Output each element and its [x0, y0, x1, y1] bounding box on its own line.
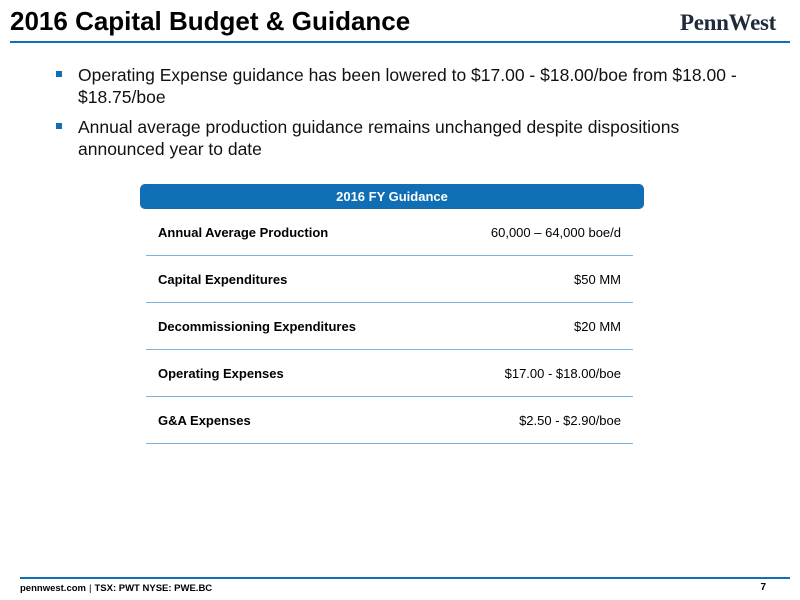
bullet-text: Operating Expense guidance has been lowe…	[78, 65, 737, 107]
table-row: G&A Expenses $2.50 - $2.90/boe	[146, 397, 633, 444]
footer-divider	[20, 577, 790, 579]
footer-separator: |	[89, 583, 92, 594]
guidance-table: 2016 FY Guidance Annual Average Producti…	[140, 184, 644, 444]
bullet-item: Operating Expense guidance has been lowe…	[52, 64, 752, 108]
footer-tickers: TSX: PWT NYSE: PWE.BC	[94, 583, 213, 594]
square-bullet-icon	[56, 71, 62, 77]
footer-info: pennwest.com | TSX: PWT NYSE: PWE.BC	[20, 583, 212, 594]
bullet-text: Annual average production guidance remai…	[78, 117, 680, 159]
table-row: Operating Expenses $17.00 - $18.00/boe	[146, 350, 633, 397]
row-value: $17.00 - $18.00/boe	[504, 365, 621, 381]
guidance-table-header: 2016 FY Guidance	[140, 184, 644, 209]
row-value: $2.50 - $2.90/boe	[519, 412, 621, 428]
row-label: Decommissioning Expenditures	[158, 318, 356, 334]
row-label: Capital Expenditures	[158, 271, 288, 287]
row-value: 60,000 – 64,000 boe/d	[490, 224, 621, 240]
row-label: Annual Average Production	[158, 224, 329, 240]
table-row: Capital Expenditures $50 MM	[146, 256, 633, 303]
square-bullet-icon	[56, 123, 62, 129]
title-divider	[10, 41, 790, 43]
row-value: $20 MM	[574, 318, 621, 334]
page-number: 7	[760, 582, 766, 593]
footer-website-link[interactable]: pennwest.com	[20, 583, 86, 594]
slide-title: 2016 Capital Budget & Guidance	[10, 6, 411, 36]
table-row: Decommissioning Expenditures $20 MM	[146, 303, 633, 350]
bullet-list: Operating Expense guidance has been lowe…	[52, 64, 752, 168]
row-value: $50 MM	[574, 271, 621, 287]
table-row: Annual Average Production 60,000 – 64,00…	[146, 209, 633, 256]
row-label: G&A Expenses	[158, 412, 251, 428]
bullet-item: Annual average production guidance remai…	[52, 116, 752, 160]
row-label: Operating Expenses	[158, 365, 284, 381]
pennwest-logo: PennWest	[680, 10, 776, 35]
